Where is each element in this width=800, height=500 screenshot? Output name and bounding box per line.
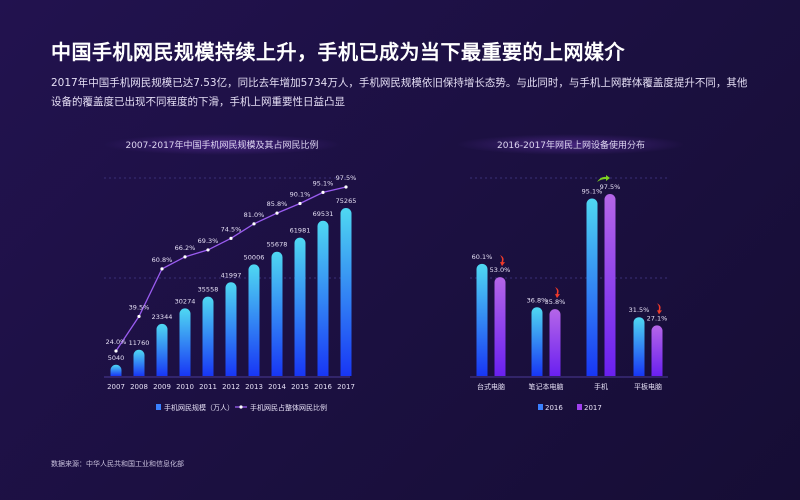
bar-2016 — [633, 317, 645, 376]
bar-value-label: 30274 — [175, 297, 196, 305]
legend-2017-label: 2017 — [584, 404, 602, 412]
legend-line-dot — [239, 405, 243, 409]
ratio-label: 97.5% — [336, 174, 357, 182]
bar-mobile-users — [202, 296, 214, 376]
x-tick-label: 2016 — [314, 383, 332, 391]
bar-2017 — [494, 277, 506, 376]
ratio-label: 74.5% — [221, 225, 242, 233]
ratio-label: 60.8% — [152, 256, 173, 264]
bar-value-label: 97.5% — [600, 183, 621, 191]
legend-bar-label: 手机网民规模（万人） — [164, 403, 234, 412]
right-chart-title: 2016-2017年网民上网设备使用分布 — [456, 134, 686, 155]
bar-value-label: 50006 — [244, 253, 265, 261]
x-tick-label: 手机 — [594, 382, 608, 391]
ratio-point — [275, 211, 279, 215]
x-tick-label: 2014 — [268, 383, 286, 391]
bar-mobile-users — [110, 364, 122, 376]
ratio-label: 85.8% — [267, 200, 288, 208]
ratio-point — [160, 267, 164, 271]
bar-mobile-users — [340, 208, 352, 376]
bar-value-label: 95.1% — [582, 187, 603, 195]
page-description: 2017年中国手机网民规模已达7.53亿，同比去年增加5734万人，手机网民规模… — [51, 77, 748, 108]
bar-value-label: 5040 — [108, 354, 125, 362]
ratio-point — [344, 185, 348, 189]
ratio-label: 81.0% — [244, 211, 265, 219]
legend-2016-swatch — [538, 404, 543, 410]
bar-mobile-users — [271, 251, 283, 376]
ratio-point — [252, 222, 256, 226]
bar-value-label: 53.0% — [490, 266, 511, 274]
bar-2016 — [586, 198, 598, 376]
ratio-label: 90.1% — [290, 191, 311, 199]
bar-value-label: 60.1% — [472, 253, 493, 261]
x-tick-label: 2011 — [199, 383, 217, 391]
ratio-point — [321, 190, 325, 194]
trend-down-icon — [555, 287, 560, 299]
bar-value-label: 35558 — [198, 286, 219, 294]
page-title: 中国手机网民规模持续上升，手机已成为当下最重要的上网媒介 — [51, 40, 625, 64]
left-chart-title: 2007-2017年中国手机网民规模及其占网民比例 — [102, 134, 342, 155]
legend-line-label: 手机网民占整体网民比例 — [250, 403, 327, 412]
ratio-point — [206, 248, 210, 252]
ratio-point — [183, 255, 187, 259]
bar-2016 — [531, 307, 543, 376]
trend-up-icon — [597, 175, 610, 182]
bar-value-label: 75265 — [336, 197, 357, 205]
x-tick-label: 2008 — [130, 383, 148, 391]
bar-mobile-users — [179, 308, 191, 376]
trend-down-icon — [657, 303, 662, 315]
ratio-label: 66.2% — [175, 244, 196, 252]
bar-mobile-users — [294, 237, 306, 376]
bar-2017 — [549, 309, 561, 376]
legend-bar-swatch — [156, 404, 161, 410]
ratio-label: 24.0% — [106, 338, 127, 346]
bar-2017 — [604, 194, 616, 376]
bar-value-label: 36.8% — [527, 296, 548, 304]
ratio-point — [229, 236, 233, 240]
bar-value-label: 35.8% — [545, 298, 566, 306]
x-tick-label: 2015 — [291, 383, 309, 391]
ratio-point — [298, 201, 302, 206]
x-tick-label: 2010 — [176, 383, 194, 391]
bar-2016 — [476, 263, 488, 376]
bar-value-label: 55678 — [267, 241, 288, 249]
ratio-label: 95.1% — [313, 179, 334, 187]
bar-mobile-users — [225, 282, 237, 376]
bar-mobile-users — [317, 220, 329, 376]
ratio-label: 39.5% — [129, 303, 150, 311]
bar-value-label: 61981 — [290, 227, 311, 235]
bar-value-label: 27.1% — [647, 314, 668, 322]
x-tick-label: 2013 — [245, 383, 263, 391]
bar-mobile-users — [133, 349, 145, 376]
x-tick-label: 2017 — [337, 383, 355, 391]
legend-2016-label: 2016 — [545, 404, 563, 412]
bar-value-label: 41997 — [221, 271, 242, 279]
bar-mobile-users — [248, 264, 260, 376]
ratio-label: 69.3% — [198, 237, 219, 245]
bar-value-label: 23344 — [152, 313, 173, 321]
x-tick-label: 2009 — [153, 383, 171, 391]
bar-mobile-users — [156, 323, 168, 376]
ratio-point — [114, 349, 118, 353]
x-tick-label: 台式电脑 — [477, 382, 505, 391]
x-tick-label: 2012 — [222, 383, 240, 391]
bar-value-label: 31.5% — [629, 306, 650, 314]
bar-value-label: 69531 — [313, 210, 334, 218]
ratio-point — [137, 314, 141, 319]
x-tick-label: 2007 — [107, 383, 125, 391]
legend-2017-swatch — [577, 404, 582, 410]
data-source: 数据来源：中华人民共和国工业和信息化部 — [51, 460, 184, 468]
x-tick-label: 笔记本电脑 — [529, 382, 564, 391]
bar-value-label: 11760 — [129, 339, 150, 347]
bar-2017 — [651, 325, 663, 376]
x-tick-label: 平板电脑 — [634, 382, 662, 391]
trend-down-icon — [500, 255, 505, 267]
